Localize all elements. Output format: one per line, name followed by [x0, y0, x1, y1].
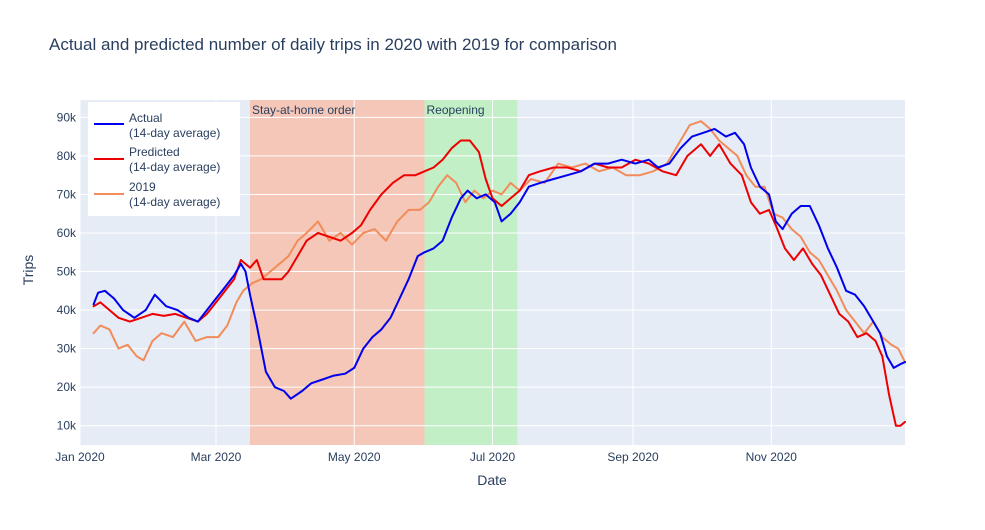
legend-sublabel-2019: (14-day average) [129, 195, 220, 209]
y-tick-label: 90k [57, 110, 77, 124]
legend-label-actual: Actual [129, 111, 162, 125]
legend-label-predicted: Predicted [129, 145, 180, 159]
x-tick-label: Sep 2020 [607, 450, 659, 464]
y-axis-ticks: 10k 20k 30k 40k 50k 60k 70k 80k 90k [57, 110, 77, 432]
x-axis-title: Date [477, 472, 507, 488]
x-tick-label: Jul 2020 [470, 450, 516, 464]
bands-layer [249, 100, 518, 445]
y-tick-label: 70k [57, 187, 77, 201]
legend-sublabel-actual: (14-day average) [129, 126, 220, 140]
series-layer [92, 120, 906, 427]
series-line-predicted[interactable] [92, 139, 906, 427]
y-tick-label: 40k [57, 303, 77, 317]
y-tick-label: 10k [57, 419, 77, 433]
legend-item-predicted[interactable]: Predicted (14-day average) [94, 145, 220, 174]
y-tick-label: 80k [57, 149, 77, 163]
y-axis-title: Trips [20, 255, 36, 286]
y-tick-label: 20k [57, 380, 77, 394]
x-tick-label: Jan 2020 [55, 450, 105, 464]
band-labels-layer: Stay-at-home order Reopening [252, 103, 485, 117]
band-0 [249, 100, 425, 445]
x-axis-ticks: Jan 2020 Mar 2020 May 2020 Jul 2020 Sep 2020… [55, 450, 797, 464]
y-tick-label: 50k [57, 265, 77, 279]
x-tick-label: Nov 2020 [746, 450, 798, 464]
band-label-1: Reopening [427, 103, 485, 117]
series-line-actual[interactable] [92, 127, 906, 400]
legend-item-2019[interactable]: 2019 (14-day average) [94, 180, 220, 209]
x-tick-label: May 2020 [328, 450, 381, 464]
band-label-0: Stay-at-home order [252, 103, 355, 117]
x-tick-label: Mar 2020 [191, 450, 242, 464]
y-tick-label: 30k [57, 342, 77, 356]
chart-title: Actual and predicted number of daily tri… [49, 35, 617, 54]
y-tick-label: 60k [57, 226, 77, 240]
band-1 [424, 100, 518, 445]
legend-sublabel-predicted: (14-day average) [129, 160, 220, 174]
legend-label-2019: 2019 [129, 180, 156, 194]
legend: Actual (14-day average) Predicted (14-da… [88, 102, 240, 216]
legend-item-actual[interactable]: Actual (14-day average) [94, 111, 220, 140]
